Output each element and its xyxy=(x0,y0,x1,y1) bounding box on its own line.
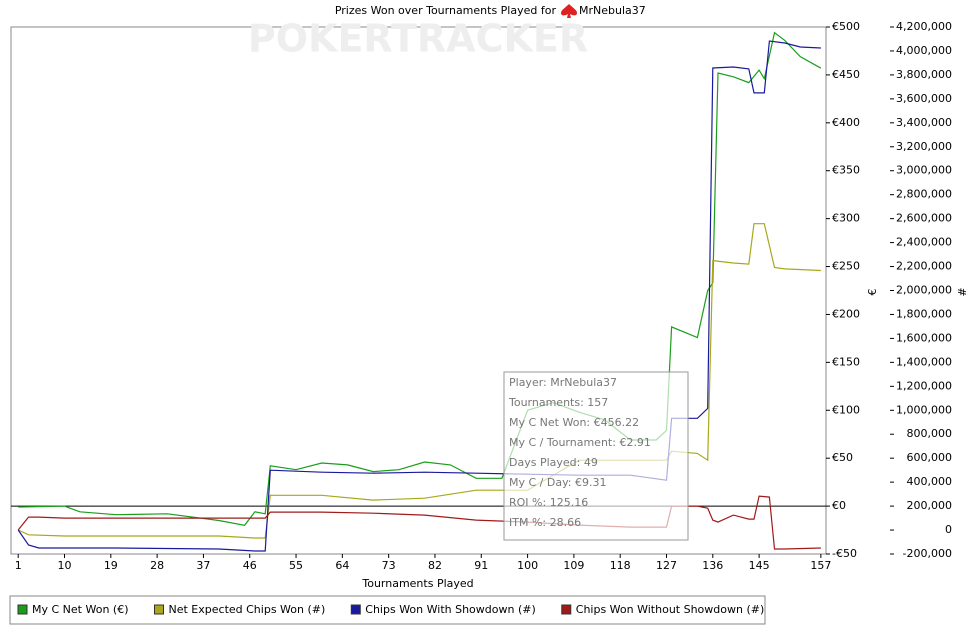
x-tick-label: 157 xyxy=(810,559,831,572)
y-tick-label: €450 xyxy=(832,68,860,81)
x-tick-label: 100 xyxy=(517,559,538,572)
y-tick-label: €200 xyxy=(832,307,860,320)
y2-axis-label: # xyxy=(956,287,969,296)
tooltip-text: Days Played: 49 xyxy=(509,456,598,469)
legend xyxy=(9,595,766,625)
legend-label: My C Net Won (€) xyxy=(32,603,129,616)
legend-swatch xyxy=(17,604,28,615)
x-tick-label: 37 xyxy=(196,559,210,572)
x-tick-label: 73 xyxy=(382,559,396,572)
tooltip-text: My C / Tournament: €2.91 xyxy=(509,436,651,449)
y2-tick-label: 2,200,000 xyxy=(896,260,952,273)
x-tick-label: 1 xyxy=(15,559,22,572)
x-tick-label: 145 xyxy=(749,559,770,572)
plot-area xyxy=(10,26,827,555)
y2-tick-label: 3,000,000 xyxy=(896,164,952,177)
tooltip-text: My C / Day: €9.31 xyxy=(509,476,607,489)
y-tick-label: €400 xyxy=(832,116,860,129)
y2-tick-label: 4,200,000 xyxy=(896,20,952,33)
legend-label: Chips Won Without Showdown (#) xyxy=(576,603,765,616)
tooltip-text: Player: MrNebula37 xyxy=(509,376,617,389)
y-tick-label: €500 xyxy=(832,20,860,33)
y2-tick-label: 4,000,000 xyxy=(896,44,952,57)
legend-swatch xyxy=(350,604,361,615)
x-tick-label: 136 xyxy=(702,559,723,572)
x-tick-label: 118 xyxy=(610,559,631,572)
y-tick-label: €100 xyxy=(832,403,860,416)
y2-tick-label: 2,600,000 xyxy=(896,212,952,225)
y2-tick-label: 2,400,000 xyxy=(896,236,952,249)
y2-tick-label: -200,000 xyxy=(903,547,952,560)
tooltip-text: My C Net Won: €456.22 xyxy=(509,416,639,429)
x-tick-label: 19 xyxy=(104,559,118,572)
spade-icon xyxy=(561,4,577,18)
legend-swatch xyxy=(561,604,572,615)
chart-title: Prizes Won over Tournaments Played for xyxy=(335,4,557,17)
y2-tick-label: 3,800,000 xyxy=(896,68,952,81)
tooltip-text: ROI %: 125.16 xyxy=(509,496,588,509)
x-tick-label: 28 xyxy=(150,559,164,572)
legend-label: Chips Won With Showdown (#) xyxy=(365,603,535,616)
y2-tick-label: 1,600,000 xyxy=(896,331,952,344)
y2-tick-label: 0 xyxy=(945,523,952,536)
y2-tick-label: 3,200,000 xyxy=(896,140,952,153)
tooltip-text: ITM %: 28.66 xyxy=(509,516,581,529)
y2-tick-label: 600,000 xyxy=(907,451,953,464)
y-tick-label: €250 xyxy=(832,260,860,273)
y-axis-label: € xyxy=(866,289,879,296)
y2-tick-label: 1,800,000 xyxy=(896,307,952,320)
y-tick-label: €0 xyxy=(832,499,846,512)
x-tick-label: 10 xyxy=(58,559,72,572)
y-tick-label: €300 xyxy=(832,212,860,225)
y-tick-label: €150 xyxy=(832,355,860,368)
y2-tick-label: 400,000 xyxy=(907,475,953,488)
y-tick-label: €350 xyxy=(832,164,860,177)
x-axis-label: Tournaments Played xyxy=(361,577,473,590)
y2-tick-label: 200,000 xyxy=(907,499,953,512)
y2-tick-label: 2,800,000 xyxy=(896,188,952,201)
x-tick-label: 55 xyxy=(289,559,303,572)
y2-tick-label: 3,400,000 xyxy=(896,116,952,129)
x-tick-label: 46 xyxy=(243,559,257,572)
x-tick-label: 91 xyxy=(474,559,488,572)
x-tick-label: 127 xyxy=(656,559,677,572)
y-tick-label: -€50 xyxy=(832,547,857,560)
x-tick-label: 82 xyxy=(428,559,442,572)
y2-tick-label: 3,600,000 xyxy=(896,92,952,105)
y2-tick-label: 2,000,000 xyxy=(896,284,952,297)
tooltip-box xyxy=(503,371,689,541)
y2-tick-label: 1,200,000 xyxy=(896,379,952,392)
y2-tick-label: 800,000 xyxy=(907,427,953,440)
y2-tick-label: 1,000,000 xyxy=(896,403,952,416)
x-tick-label: 64 xyxy=(335,559,349,572)
legend-label: Net Expected Chips Won (#) xyxy=(169,603,326,616)
y2-tick-label: 1,400,000 xyxy=(896,355,952,368)
tooltip-text: Tournaments: 157 xyxy=(508,396,608,409)
legend-swatch xyxy=(154,604,164,615)
y-tick-label: €50 xyxy=(832,451,853,464)
x-tick-label: 109 xyxy=(563,559,584,572)
watermark: POKERTRACKER xyxy=(248,17,588,61)
player-name: MrNebula37 xyxy=(579,4,646,17)
